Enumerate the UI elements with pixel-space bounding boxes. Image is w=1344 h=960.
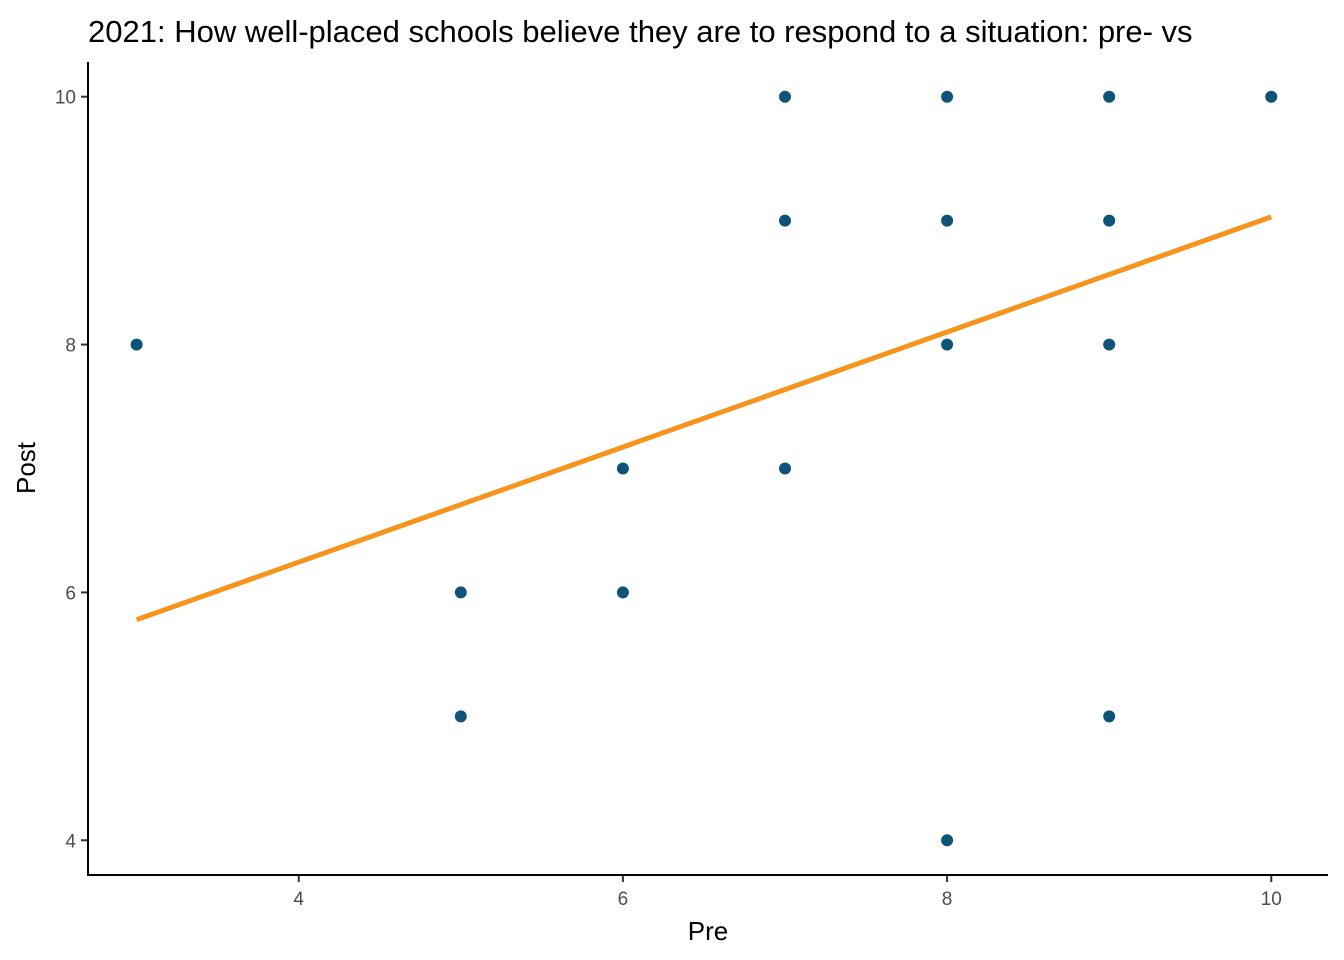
data-point <box>130 338 143 351</box>
trend-line <box>135 214 1273 623</box>
data-point <box>616 462 629 475</box>
trend-line-layer <box>135 214 1273 623</box>
x-tick-label: 10 <box>1261 889 1282 910</box>
y-axis-title: Post <box>11 441 41 494</box>
x-axis-ticks: 4 6 8 10 <box>293 875 1282 910</box>
y-tick-label: 8 <box>65 336 76 357</box>
y-tick-label: 10 <box>55 88 76 109</box>
data-point <box>778 214 791 227</box>
data-points <box>130 90 1278 847</box>
data-point <box>454 710 467 723</box>
data-point <box>1265 90 1278 103</box>
chart-title: 2021: How well-placed schools believe th… <box>88 14 1193 49</box>
data-point <box>778 90 791 103</box>
x-tick-label: 4 <box>293 889 304 910</box>
data-point <box>1103 214 1116 227</box>
data-point <box>941 338 954 351</box>
data-point <box>454 586 467 599</box>
data-point <box>1103 90 1116 103</box>
x-tick-label: 8 <box>942 889 953 910</box>
y-tick-label: 6 <box>65 583 76 604</box>
data-point <box>616 586 629 599</box>
data-point <box>1103 710 1116 723</box>
data-point <box>778 462 791 475</box>
data-point <box>941 90 954 103</box>
x-axis-title: Pre <box>688 916 728 946</box>
y-tick-label: 4 <box>65 831 76 852</box>
x-tick-label: 6 <box>618 889 629 910</box>
data-point <box>941 214 954 227</box>
data-point <box>941 834 954 847</box>
y-axis-ticks: 4 6 8 10 <box>55 88 88 852</box>
data-point <box>1103 338 1116 351</box>
